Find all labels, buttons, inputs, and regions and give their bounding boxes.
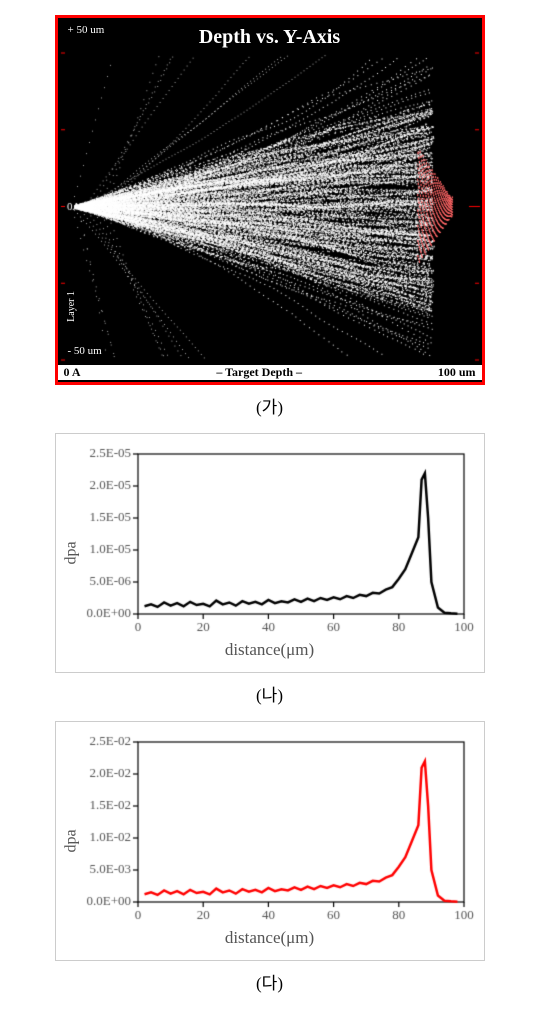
dpa-chart-b: dpa distance(μm): [55, 433, 485, 673]
plot-a-layer-label: Layer 1: [66, 291, 77, 322]
figure-a-container: Depth vs. Y-Axis + 50 um - 50 um Layer 1…: [35, 15, 504, 418]
dpa-chart-c: dpa distance(μm): [55, 721, 485, 961]
figure-a-caption: (가): [256, 393, 283, 418]
figure-c-ylabel: dpa: [62, 829, 80, 852]
x-right-label: 100 um: [438, 365, 476, 380]
depth-vs-y-plot: Depth vs. Y-Axis + 50 um - 50 um Layer 1…: [55, 15, 485, 385]
x-left-label: 0 A: [64, 365, 81, 380]
figure-c-caption: (다): [256, 969, 283, 994]
plot-a-x-labels: 0 A – Target Depth – 100 um: [58, 365, 482, 380]
figure-b-container: dpa distance(μm) (나): [35, 433, 504, 706]
figure-b-ylabel: dpa: [62, 541, 80, 564]
plot-a-top-label: + 50 um: [68, 24, 105, 36]
figure-c-container: dpa distance(μm) (다): [35, 721, 504, 994]
figure-b-caption: (나): [256, 681, 283, 706]
plot-a-bottom-label: - 50 um: [68, 345, 102, 357]
x-center-label: – Target Depth –: [216, 365, 302, 380]
